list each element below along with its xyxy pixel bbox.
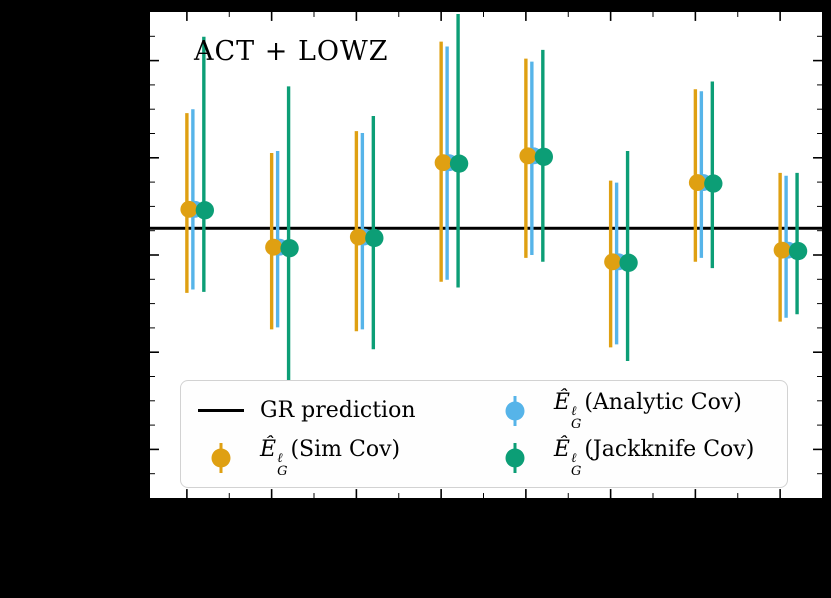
superscript-ell: ℓ xyxy=(277,451,283,466)
superscript-ell: ℓ xyxy=(570,451,577,466)
sim-cov-marker-icon xyxy=(195,437,247,479)
subscript-G: G xyxy=(570,417,582,432)
legend-label-text: (Sim Cov) xyxy=(290,437,401,462)
data-point xyxy=(349,228,367,246)
data-point xyxy=(688,174,706,192)
data-point xyxy=(195,201,215,220)
ehat-symbol: Ê xyxy=(553,437,570,462)
data-point xyxy=(180,200,198,218)
data-point xyxy=(434,154,452,172)
data-point xyxy=(534,147,554,166)
sim-cov-dot-swatch xyxy=(211,448,231,467)
chart-canvas xyxy=(150,12,822,498)
legend-line-sample xyxy=(195,390,247,432)
data-point xyxy=(604,253,622,271)
data-point xyxy=(365,228,384,248)
ehat-symbol: Ê xyxy=(260,437,277,462)
data-point xyxy=(449,154,469,173)
data-point xyxy=(265,238,283,256)
data-point xyxy=(704,174,723,193)
legend-label-gr: GR prediction xyxy=(260,398,416,423)
analytic-cov-dot-swatch xyxy=(505,401,525,420)
gr-line-swatch xyxy=(198,409,244,412)
legend-label-text: (Jackknife Cov) xyxy=(584,437,755,462)
jackknife-cov-marker-icon xyxy=(489,437,541,479)
subscript-G: G xyxy=(277,464,288,479)
legend-item-gr-prediction: GR prediction xyxy=(195,390,489,432)
ehat-symbol: Ê xyxy=(553,390,570,415)
subscript-G: G xyxy=(570,464,582,479)
plot-title: ACT + LOWZ xyxy=(194,36,389,67)
legend-label-text: (Analytic Cov) xyxy=(584,390,742,415)
jackknife-cov-dot-swatch xyxy=(505,448,525,467)
data-point xyxy=(519,147,537,165)
data-point xyxy=(773,241,791,259)
gr-prediction-line xyxy=(150,226,822,230)
data-point xyxy=(788,241,808,261)
data-point xyxy=(280,239,299,258)
data-point xyxy=(619,253,638,272)
analytic-cov-marker-icon xyxy=(489,390,541,432)
superscript-ell: ℓ xyxy=(570,404,577,419)
